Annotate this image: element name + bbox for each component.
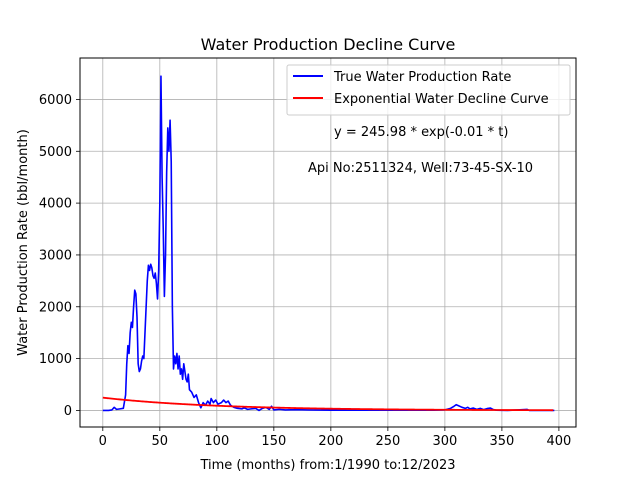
x-axis-label: Time (months) from:1/1990 to:12/2023 (199, 458, 455, 473)
y-tick-label: 2000 (39, 300, 72, 315)
x-tick-label: 50 (152, 434, 169, 449)
plot-frame (79, 57, 577, 428)
legend-label-true-rate: True Water Production Rate (333, 70, 511, 85)
y-tick-label: 3000 (39, 248, 72, 263)
x-tick-label: 0 (99, 434, 107, 449)
x-axis: 0 50 100 150 200 250 300 350 400 (99, 427, 571, 449)
data-lines (102, 75, 555, 412)
legend-box (286, 64, 571, 116)
equation-annotation: y = 245.98 * exp(-0.01 * t) (334, 125, 508, 140)
x-tick-label: 400 (546, 434, 571, 449)
chart-title: Water Production Decline Curve (201, 35, 456, 54)
series-line-exponential-water-decline-curve (102, 396, 554, 412)
y-tick-label: 4000 (39, 197, 72, 212)
y-tick-label: 1000 (39, 352, 72, 367)
legend-label-exponential-curve: Exponential Water Decline Curve (334, 92, 549, 107)
y-tick-label: 0 (64, 404, 72, 419)
x-tick-label: 300 (432, 434, 457, 449)
plot-area (80, 58, 576, 427)
well-info-annotation: Api No:2511324, Well:73-45-SX-10 (308, 161, 533, 176)
y-tick-label: 5000 (39, 145, 72, 160)
x-tick-label: 250 (375, 434, 400, 449)
x-tick-label: 200 (318, 434, 343, 449)
y-axis: 0 1000 2000 3000 4000 5000 6000 (39, 93, 80, 419)
x-tick-label: 350 (489, 434, 514, 449)
legend: True Water Production Rate Exponential W… (286, 64, 571, 116)
y-axis-label: Water Production Rate (bbl/month) (16, 129, 31, 356)
x-tick-label: 150 (261, 434, 286, 449)
x-tick-label: 100 (204, 434, 229, 449)
y-tick-label: 6000 (39, 93, 72, 108)
